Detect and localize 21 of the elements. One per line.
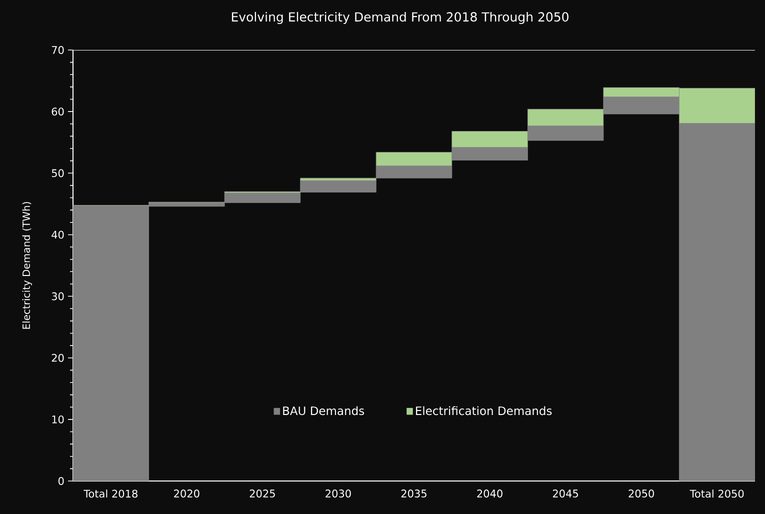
y-tick-label: 0: [58, 477, 64, 485]
x-tick-label: 2040: [477, 490, 502, 498]
x-tick-label: 2025: [250, 490, 275, 498]
y-tick-label: 60: [52, 108, 64, 116]
y-tick-label: 30: [52, 292, 64, 300]
y-tick-label: 20: [52, 354, 64, 362]
x-tick-label: Total 2018: [84, 490, 138, 498]
y-tick-label: 70: [52, 46, 64, 54]
legend-label: Electrification Demands: [416, 406, 552, 416]
x-tick-label: 2020: [174, 490, 200, 498]
y-tick-label: 50: [52, 169, 64, 178]
x-tick-label: 2030: [326, 490, 351, 498]
x-tick-label: 2045: [552, 490, 578, 498]
chart-title: Evolving Electricity Demand From 2018 Through 2050: [232, 12, 568, 24]
x-tick-label: 2035: [401, 490, 426, 498]
y-tick-label: 10: [52, 415, 64, 424]
x-tick-label: Total 2050: [690, 490, 744, 498]
y-tick-label: 40: [52, 230, 64, 239]
x-tick-label: 2050: [628, 490, 654, 498]
legend-label: BAU Demands: [283, 406, 364, 416]
y-axis-title: Electricity Demand (TWh): [22, 202, 32, 329]
